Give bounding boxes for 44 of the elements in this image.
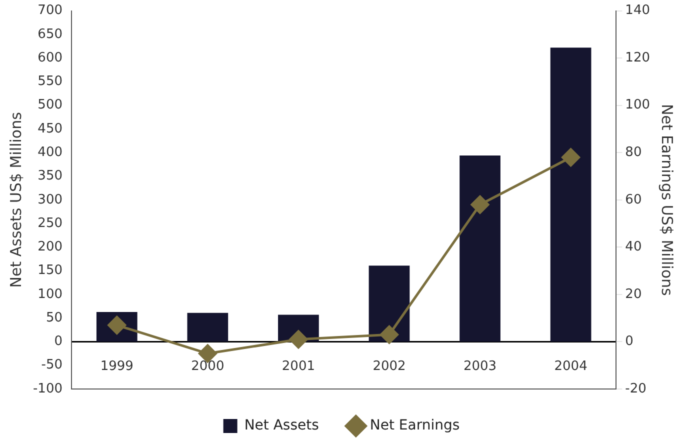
y-tick-label: 500 (38, 98, 63, 113)
y-tick-label: -50 (41, 358, 63, 373)
y-tick-label: 250 (38, 216, 63, 231)
y-tick-label: 550 (38, 74, 63, 90)
y2-tick-label: 100 (625, 98, 650, 113)
legend-label: Net Assets (244, 418, 319, 434)
y-tick-label: 50 (46, 310, 63, 326)
y-tick-label: 600 (38, 50, 63, 66)
point (289, 330, 308, 349)
y-tick-label: 150 (38, 263, 63, 278)
point (380, 325, 398, 344)
y-tick-label: 0 (54, 334, 63, 350)
y2-tick-label: 20 (625, 286, 642, 302)
x-tick-label: 2004 (554, 358, 588, 374)
bar (550, 48, 592, 342)
y-tick-label: 400 (38, 145, 63, 160)
x-tick-label: 2001 (282, 358, 315, 374)
y-tick-label: 300 (38, 192, 63, 208)
point (470, 195, 490, 214)
y2-tick-label: 0 (625, 334, 634, 350)
y-tick-label: 200 (38, 240, 63, 255)
y-axis-title: Net Assets US$ Millions (6, 112, 25, 288)
y2-tick-label: 40 (625, 240, 642, 255)
bar (460, 155, 500, 342)
x-tick-label: 2003 (463, 358, 497, 374)
y2-tick-label: 80 (625, 145, 642, 160)
bar (187, 312, 228, 342)
y2-tick-label: 60 (625, 192, 642, 208)
legend-label: Net Earnings (370, 418, 460, 434)
y-tick-label: 650 (38, 26, 63, 42)
y2-tick-label: -20 (625, 381, 646, 396)
x-tick-label: 1999 (100, 358, 134, 374)
y-tick-label: 450 (38, 121, 63, 136)
y-tick-label: 100 (38, 286, 63, 302)
y2-tick-label: 140 (625, 3, 650, 18)
x-tick-label: 2002 (372, 358, 406, 374)
y2-tick-label: 120 (625, 50, 650, 66)
y-tick-label: 350 (38, 168, 63, 184)
bar (368, 266, 410, 342)
y-tick-label: 700 (38, 3, 63, 18)
y2-axis-title: Net Earnings US$ Millions (658, 104, 676, 296)
x-tick-label: 2000 (191, 358, 224, 374)
point (562, 148, 580, 167)
y-tick-label: -100 (32, 381, 63, 396)
